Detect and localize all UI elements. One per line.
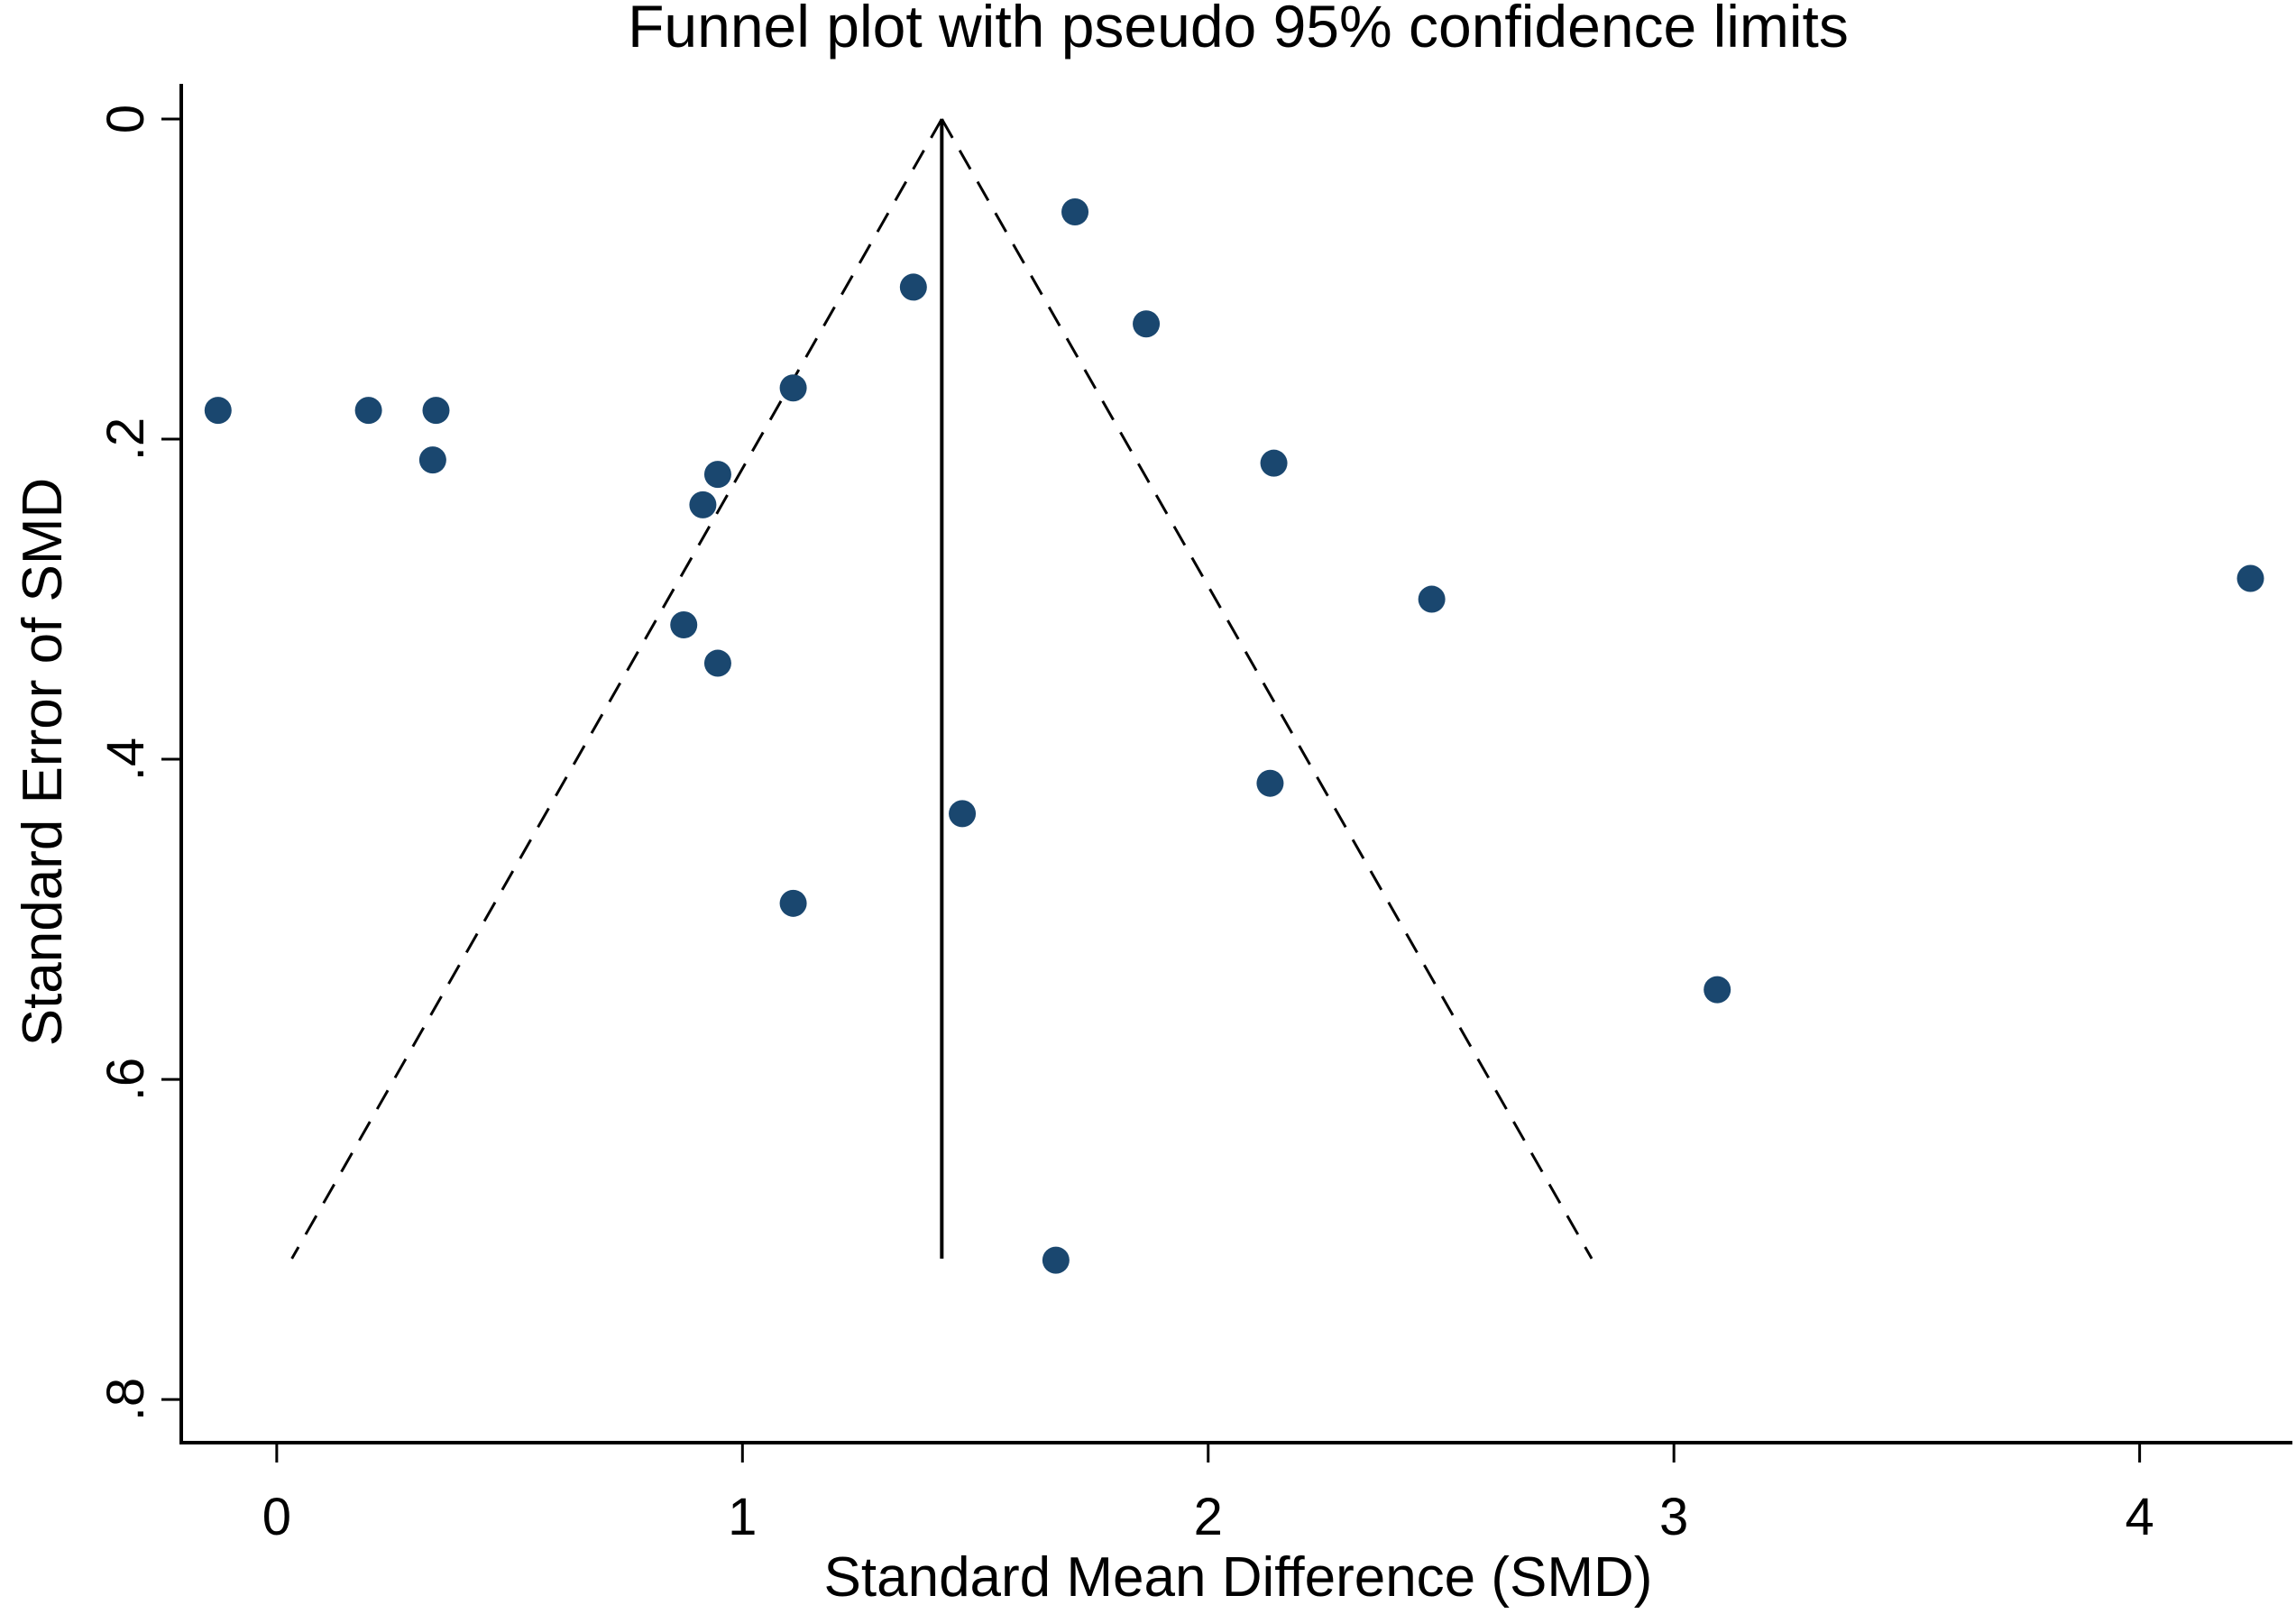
y-tick-label: .4 [96,738,155,781]
data-point [418,446,446,474]
plot-area [204,118,2264,1274]
data-point [689,491,717,518]
y-tick-label: .2 [96,417,155,461]
data-point [670,610,698,638]
data-point [779,374,807,402]
y-tick-label: 0 [96,105,155,133]
x-tick-label: 2 [1194,1488,1223,1546]
y-axis-label: Standard Error of SMD [12,478,74,1047]
data-point [779,889,807,917]
funnel-right-limit-line [941,118,1593,1260]
x-tick-label: 4 [2125,1488,2154,1546]
y-tick-label: .8 [96,1378,155,1421]
data-point [703,461,731,489]
x-tick-label: 3 [1659,1488,1688,1546]
data-point [1042,1246,1070,1274]
data-point [1061,198,1089,226]
y-axis: 0 .2 .4 .6 .8 [96,84,183,1444]
data-point [949,800,977,828]
data-point [1260,449,1288,477]
funnel-left-limit-line [290,118,943,1260]
y-tick-label: .6 [96,1058,155,1101]
data-point [204,397,232,425]
data-point [354,397,382,425]
x-tick-label: 1 [728,1488,757,1546]
x-axis: 0 1 2 3 4 [181,1441,2292,1546]
data-point [422,397,450,425]
data-point [703,649,731,677]
data-point [899,273,927,301]
data-point [2236,564,2264,592]
data-point [1133,310,1161,338]
x-tick-label: 0 [262,1488,291,1546]
data-point [1418,585,1446,613]
x-axis-label: Standard Mean Difference (SMD) [824,1546,1653,1609]
data-point [1256,769,1284,797]
data-point [1704,976,1731,1004]
chart-title: Funnel plot with pseudo 95% confidence l… [628,0,1849,60]
